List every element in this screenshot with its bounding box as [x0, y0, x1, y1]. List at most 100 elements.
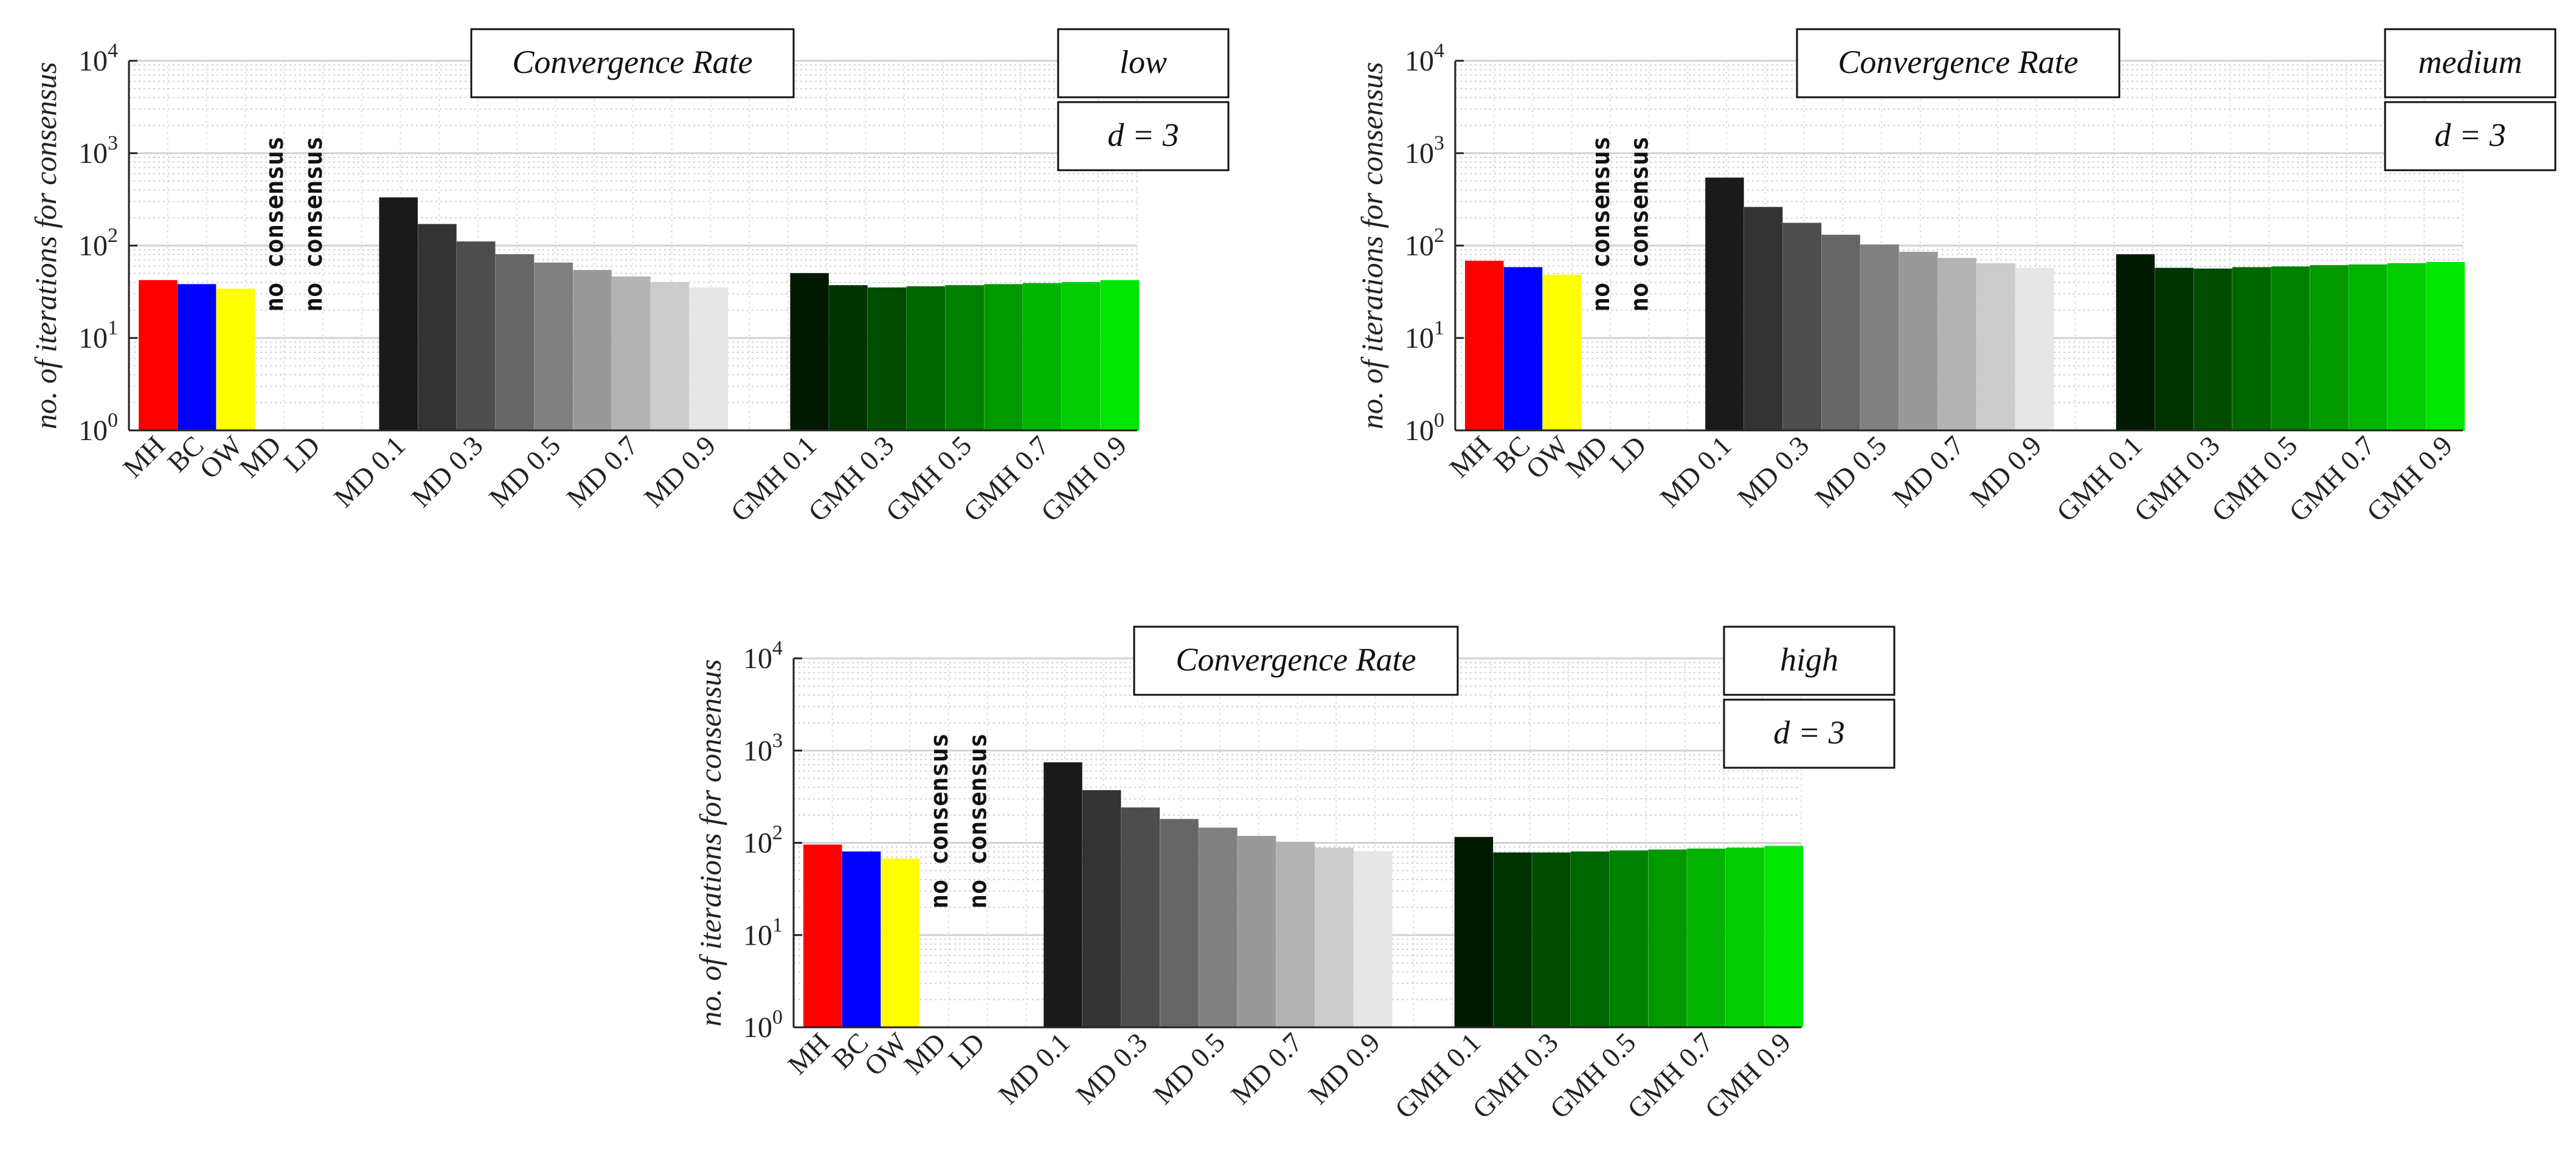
bar-md-1 [1082, 790, 1121, 1028]
bar-ow [1542, 274, 1581, 431]
x-tick-label: GMH 0.1 [2051, 430, 2148, 528]
bar-gmh-0-9 [2426, 261, 2465, 431]
bar-ow [216, 288, 255, 431]
x-tick-label: GMH 0.1 [724, 430, 822, 528]
level-label: low [1120, 44, 1167, 80]
bar-gmh-0-5 [2271, 266, 2310, 431]
bar-md-0-5 [1199, 827, 1238, 1028]
bar-gmh-3 [2232, 267, 2271, 431]
d-label: d = 3 [1107, 117, 1179, 153]
bar-md-0-7 [612, 276, 651, 431]
bar-gmh-5 [2310, 265, 2349, 431]
chart-title: Convergence Rate [512, 44, 752, 80]
x-tick-label: MD 0.1 [992, 1027, 1076, 1110]
y-tick-label: 101 [78, 317, 118, 354]
bar-md-5 [573, 270, 612, 431]
bar-md-5 [1899, 252, 1938, 431]
level-box [2384, 28, 2557, 98]
bar-md-0-9 [689, 287, 729, 431]
y-tick-label: 100 [1405, 409, 1444, 447]
level-box [1057, 28, 1230, 98]
x-tick-label: MD 0.5 [483, 430, 566, 513]
x-tick-label: LD [942, 1027, 990, 1075]
y-axis-title: no. of iterations for consensus [1355, 62, 1389, 429]
bar-bc [1503, 267, 1543, 431]
x-tick-label: MD 0.9 [1303, 1027, 1386, 1110]
y-tick-label: 102 [743, 822, 783, 860]
x-tick-label: GMH 0.5 [2206, 430, 2304, 528]
bar-md-0-1 [1044, 762, 1082, 1028]
x-tick-label: MD 0.7 [1886, 430, 1970, 513]
y-tick-label: 103 [78, 132, 118, 170]
no-consensus-label: no consensus [1626, 136, 1654, 312]
x-tick-label: GMH 0.7 [2283, 430, 2381, 528]
bar-gmh-0-7 [2349, 264, 2387, 431]
x-tick-label: GMH 0.3 [1466, 1027, 1564, 1125]
no-consensus-label: no consensus [964, 733, 992, 909]
bar-md-0-3 [1121, 807, 1160, 1028]
x-tick-label: MD 0.1 [1654, 430, 1737, 513]
no-consensus-label: no consensus [300, 136, 328, 312]
no-consensus-label: no consensus [261, 136, 289, 312]
chart-title: Convergence Rate [1838, 44, 2078, 80]
no-consensus-label: no consensus [926, 733, 954, 909]
x-tick-label: GMH 0.9 [1699, 1027, 1797, 1125]
bar-gmh-5 [1648, 849, 1687, 1028]
bar-gmh-0-3 [867, 287, 907, 431]
bar-gmh-0-3 [1532, 852, 1571, 1028]
y-axis-title: no. of iterations for consensus [29, 62, 63, 429]
bar-md-0-1 [1705, 178, 1744, 431]
x-tick-label: MD 0.9 [1964, 430, 2048, 513]
bar-md-7 [650, 281, 690, 431]
x-tick-label: LD [1604, 430, 1652, 478]
bar-md-3 [1821, 235, 1860, 431]
x-tick-label: MD 0.7 [1225, 1027, 1308, 1110]
x-tick-label: MD 0.5 [1148, 1027, 1231, 1110]
bar-mh [1465, 260, 1504, 431]
d-label: d = 3 [2434, 117, 2505, 153]
x-tick-label: GMH 0.9 [2361, 430, 2459, 528]
y-tick-label: 104 [78, 40, 118, 77]
y-tick-label: 103 [1405, 132, 1444, 170]
bar-gmh-0-9 [1100, 280, 1140, 431]
bar-gmh-5 [984, 284, 1023, 431]
bar-gmh-0-5 [945, 285, 984, 431]
x-tick-label: MD 0.3 [1731, 430, 1815, 513]
d-box [1723, 698, 1896, 769]
x-tick-label: MD 0.3 [1070, 1027, 1153, 1110]
bar-gmh-7 [1061, 281, 1101, 431]
bar-md-7 [1976, 263, 2015, 431]
y-tick-label: 103 [743, 729, 783, 767]
bar-gmh-3 [1570, 851, 1610, 1028]
bar-md-0-3 [456, 241, 496, 431]
no-consensus-label: no consensus [1587, 136, 1615, 312]
x-tick-label: GMH 0.7 [957, 430, 1055, 528]
x-tick-label: GMH 0.9 [1035, 430, 1133, 528]
bar-gmh-3 [906, 286, 946, 431]
bar-gmh-7 [1725, 847, 1765, 1028]
bar-gmh-0-9 [1764, 846, 1804, 1028]
chart-title: Convergence Rate [1175, 641, 1416, 678]
bar-gmh-0-7 [1023, 283, 1062, 431]
y-tick-label: 104 [1405, 40, 1444, 77]
bar-gmh-7 [2387, 263, 2426, 431]
level-label: medium [2418, 44, 2522, 80]
level-label: high [1780, 641, 1838, 678]
x-tick-label: GMH 0.3 [2128, 430, 2226, 528]
chart-title-box [470, 28, 795, 98]
bar-bc [842, 851, 881, 1028]
bar-gmh-0-5 [1609, 850, 1649, 1028]
y-tick-label: 102 [78, 224, 118, 262]
y-axis-title: no. of iterations for consensus [693, 659, 727, 1026]
bar-gmh-0-7 [1687, 848, 1726, 1028]
x-tick-label: GMH 0.7 [1621, 1027, 1719, 1125]
bar-gmh-0-1 [790, 273, 829, 431]
x-tick-label: LD [278, 430, 326, 478]
x-tick-label: GMH 0.3 [802, 430, 900, 528]
bar-mh [139, 280, 178, 431]
bar-gmh-0-1 [2116, 254, 2155, 431]
x-tick-label: MD 0.7 [561, 430, 644, 513]
bar-md-0-7 [1937, 258, 1977, 431]
